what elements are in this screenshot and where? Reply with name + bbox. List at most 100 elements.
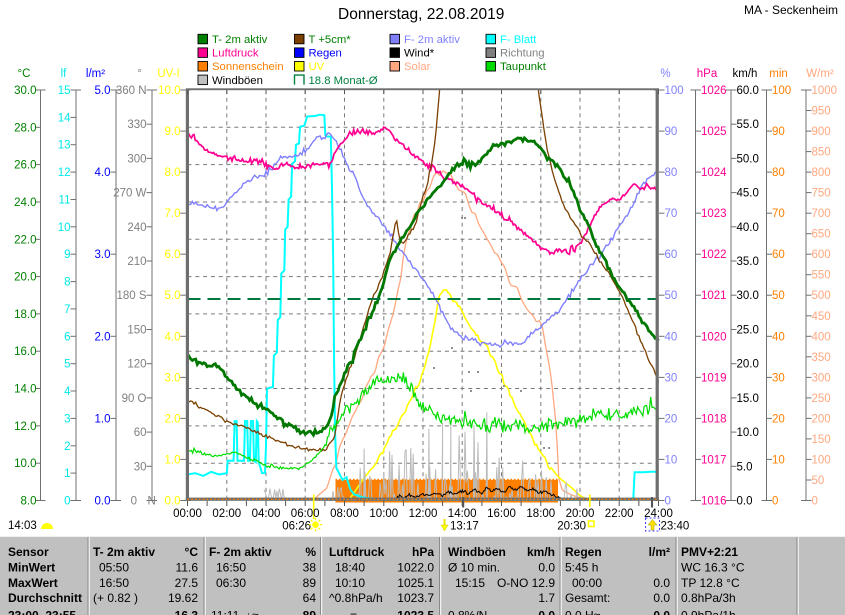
svg-text:hPa: hPa (697, 68, 718, 80)
svg-text:O-NO 12.9: O-NO 12.9 (497, 576, 555, 590)
svg-text:7.0: 7.0 (165, 208, 181, 220)
svg-text:08:00: 08:00 (330, 508, 359, 520)
svg-text:Windböen: Windböen (448, 545, 506, 559)
svg-text:24.0: 24.0 (14, 197, 36, 209)
svg-text:1016: 1016 (701, 496, 727, 508)
svg-text:16:00: 16:00 (487, 508, 516, 520)
svg-text:13: 13 (58, 140, 71, 152)
svg-text:1.7: 1.7 (538, 591, 555, 605)
svg-text:l/m²: l/m² (649, 545, 670, 559)
svg-text:120: 120 (127, 359, 146, 371)
svg-text:500: 500 (812, 290, 831, 302)
svg-text:14.0: 14.0 (14, 384, 36, 396)
svg-text:Donnerstag, 22.08.2019: Donnerstag, 22.08.2019 (338, 6, 504, 23)
svg-text:MA - Seckenheim: MA - Seckenheim (744, 3, 838, 17)
svg-text:89: 89 (303, 609, 317, 615)
svg-text:0.0: 0.0 (653, 609, 670, 615)
svg-text:30.0: 30.0 (737, 290, 759, 302)
svg-text:800: 800 (812, 167, 831, 179)
svg-text:T +5cm*: T +5cm* (309, 34, 352, 46)
svg-text:20.0: 20.0 (737, 359, 759, 371)
svg-text:40: 40 (772, 331, 785, 343)
svg-text:Wind*: Wind* (404, 48, 435, 60)
svg-text:6: 6 (64, 331, 70, 343)
svg-text:18.0: 18.0 (14, 309, 36, 321)
svg-text:=: = (350, 609, 357, 615)
svg-text:20: 20 (665, 413, 678, 425)
svg-text:13:17: 13:17 (450, 521, 479, 533)
svg-text:0: 0 (131, 496, 137, 508)
svg-text:22:00: 22:00 (605, 508, 634, 520)
svg-text:1026: 1026 (701, 85, 727, 97)
svg-text:11:11 ↓≈: 11:11 ↓≈ (211, 609, 259, 615)
svg-text:19.62: 19.62 (168, 591, 198, 605)
svg-text:UV: UV (309, 61, 325, 73)
svg-text:%: % (660, 68, 670, 80)
svg-text:11.6: 11.6 (176, 561, 199, 575)
svg-text:12:00: 12:00 (409, 508, 438, 520)
svg-text:7: 7 (64, 304, 70, 316)
svg-text:0: 0 (64, 496, 70, 508)
svg-text:350: 350 (812, 352, 831, 364)
svg-text:360 N: 360 N (116, 85, 147, 97)
svg-text:Windböen: Windböen (212, 75, 263, 87)
svg-text:l/m²: l/m² (86, 68, 105, 80)
svg-text:0.0 H≈: 0.0 H≈ (565, 609, 601, 615)
svg-text:0.0: 0.0 (737, 496, 753, 508)
svg-text:0: 0 (812, 496, 818, 508)
svg-text:950: 950 (812, 106, 831, 118)
svg-text:Solar: Solar (404, 61, 431, 73)
svg-text:80: 80 (772, 167, 785, 179)
svg-text:550: 550 (812, 270, 831, 282)
svg-text:30: 30 (665, 372, 678, 384)
svg-text:30.0: 30.0 (14, 85, 36, 97)
svg-text:45.0: 45.0 (737, 188, 759, 200)
svg-text:20:00: 20:00 (566, 508, 595, 520)
svg-text:89: 89 (303, 576, 317, 590)
svg-text:330: 330 (127, 119, 146, 131)
svg-text:10: 10 (665, 454, 678, 466)
svg-text:00:00: 00:00 (173, 508, 202, 520)
svg-text:16:50: 16:50 (99, 576, 129, 590)
svg-text:8.0: 8.0 (165, 167, 181, 179)
svg-text:8.0: 8.0 (21, 496, 37, 508)
svg-text:min: min (769, 68, 788, 80)
svg-text:0.0: 0.0 (653, 576, 670, 590)
svg-text:60: 60 (665, 249, 678, 261)
svg-text:1018: 1018 (701, 413, 727, 425)
svg-text:850: 850 (812, 147, 831, 159)
svg-text:0.0: 0.0 (538, 609, 555, 615)
svg-text:1023.7: 1023.7 (397, 591, 434, 605)
svg-text:3: 3 (64, 413, 70, 425)
svg-text:F- 2m aktiv: F- 2m aktiv (209, 545, 272, 559)
svg-text:10:10: 10:10 (335, 576, 365, 590)
svg-text:14:00: 14:00 (448, 508, 477, 520)
svg-text:150: 150 (127, 325, 146, 337)
svg-text:3.0: 3.0 (95, 249, 111, 261)
svg-text:15:15: 15:15 (455, 576, 485, 590)
svg-text:MinWert: MinWert (8, 561, 55, 575)
svg-text:23:40: 23:40 (661, 521, 690, 533)
svg-text:50: 50 (772, 290, 785, 302)
svg-text:5: 5 (64, 359, 70, 371)
svg-text:0.9hPa/1h: 0.9hPa/1h (681, 609, 736, 615)
svg-text:10: 10 (58, 222, 71, 234)
svg-text:28.0: 28.0 (14, 122, 36, 134)
svg-text:750: 750 (812, 188, 831, 200)
svg-text:100: 100 (812, 454, 831, 466)
svg-text:10.0: 10.0 (158, 85, 180, 97)
svg-text:1025: 1025 (701, 126, 727, 138)
svg-text:0: 0 (665, 496, 671, 508)
svg-text:24:00: 24:00 (644, 508, 673, 520)
svg-text:400: 400 (812, 331, 831, 343)
svg-text:20: 20 (772, 413, 785, 425)
svg-text:2.0: 2.0 (165, 413, 181, 425)
svg-text:150: 150 (812, 434, 831, 446)
svg-text:0.8%/N: 0.8%/N (448, 609, 487, 615)
svg-text:300: 300 (812, 372, 831, 384)
svg-text:50: 50 (665, 290, 678, 302)
svg-text:2.0: 2.0 (95, 331, 111, 343)
svg-text:650: 650 (812, 229, 831, 241)
svg-text:06:30: 06:30 (216, 576, 246, 590)
svg-text:700: 700 (812, 208, 831, 220)
